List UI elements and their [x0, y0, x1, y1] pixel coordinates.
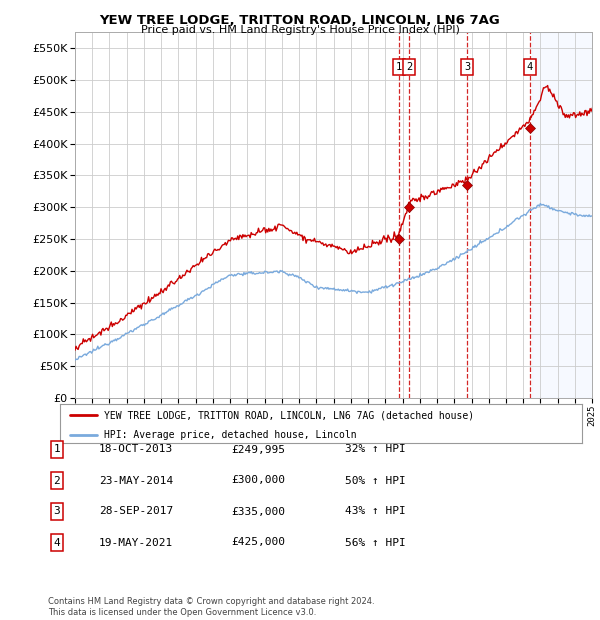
Text: £425,000: £425,000 — [231, 538, 285, 547]
Text: 3: 3 — [464, 62, 470, 72]
Text: 28-SEP-2017: 28-SEP-2017 — [99, 507, 173, 516]
Text: 19-MAY-2021: 19-MAY-2021 — [99, 538, 173, 547]
Text: Contains HM Land Registry data © Crown copyright and database right 2024.
This d: Contains HM Land Registry data © Crown c… — [48, 598, 374, 617]
Text: YEW TREE LODGE, TRITTON ROAD, LINCOLN, LN6 7AG: YEW TREE LODGE, TRITTON ROAD, LINCOLN, L… — [100, 14, 500, 27]
Text: 3: 3 — [53, 507, 61, 516]
Text: 1: 1 — [396, 62, 402, 72]
Text: 1: 1 — [53, 445, 61, 454]
Text: 50% ↑ HPI: 50% ↑ HPI — [345, 476, 406, 485]
Text: £335,000: £335,000 — [231, 507, 285, 516]
Text: 4: 4 — [527, 62, 533, 72]
Text: 2: 2 — [406, 62, 412, 72]
Text: 18-OCT-2013: 18-OCT-2013 — [99, 445, 173, 454]
Text: £300,000: £300,000 — [231, 476, 285, 485]
Text: 2: 2 — [53, 476, 61, 485]
Text: 23-MAY-2014: 23-MAY-2014 — [99, 476, 173, 485]
Text: 32% ↑ HPI: 32% ↑ HPI — [345, 445, 406, 454]
Text: £249,995: £249,995 — [231, 445, 285, 454]
Bar — [532, 32, 600, 398]
Text: HPI: Average price, detached house, Lincoln: HPI: Average price, detached house, Linc… — [104, 430, 357, 440]
Text: 4: 4 — [53, 538, 61, 547]
Text: Price paid vs. HM Land Registry's House Price Index (HPI): Price paid vs. HM Land Registry's House … — [140, 25, 460, 35]
Text: 43% ↑ HPI: 43% ↑ HPI — [345, 507, 406, 516]
Text: 56% ↑ HPI: 56% ↑ HPI — [345, 538, 406, 547]
Text: YEW TREE LODGE, TRITTON ROAD, LINCOLN, LN6 7AG (detached house): YEW TREE LODGE, TRITTON ROAD, LINCOLN, L… — [104, 410, 475, 420]
